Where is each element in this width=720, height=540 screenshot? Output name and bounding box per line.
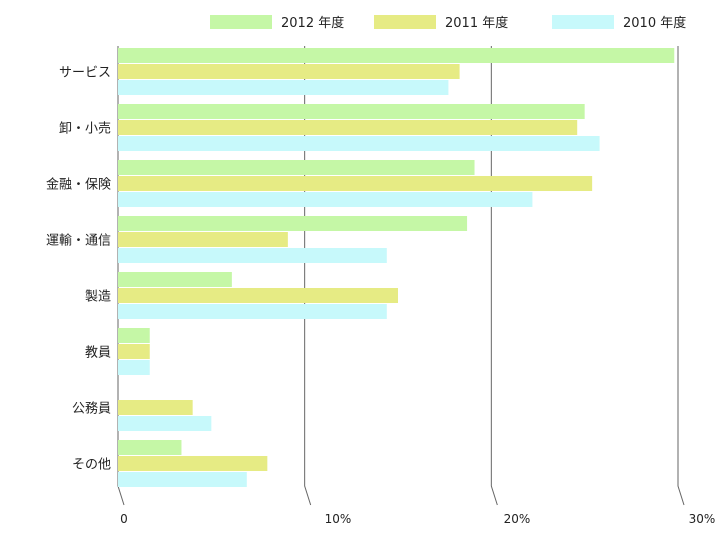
bar <box>118 440 182 455</box>
bar <box>118 272 232 287</box>
x-tick-label: 0 <box>120 512 128 526</box>
bar <box>118 192 533 207</box>
category-label: 教員 <box>85 345 111 361</box>
bar <box>118 288 398 303</box>
bar <box>118 232 288 247</box>
legend-swatch <box>552 15 614 29</box>
bar <box>118 104 585 119</box>
category-label: サービス <box>59 66 111 81</box>
bar <box>118 360 150 375</box>
bar <box>118 416 212 431</box>
bar <box>118 80 449 95</box>
x-tick-label: 10% <box>325 512 352 526</box>
bar <box>118 120 578 135</box>
category-label: 公務員 <box>72 402 111 417</box>
category-label: 金融・保険 <box>46 177 111 193</box>
bar <box>118 400 193 415</box>
gridline <box>677 46 685 506</box>
legend-swatch <box>374 15 436 29</box>
bar <box>118 456 268 471</box>
bar <box>118 304 387 319</box>
category-label: 卸・小売 <box>59 121 111 137</box>
bar <box>118 48 675 63</box>
bar <box>118 216 468 231</box>
legend-label: 2012 年度 <box>281 15 344 31</box>
x-tick-label: 20% <box>504 512 531 526</box>
category-label: 製造 <box>85 290 111 305</box>
category-label: その他 <box>72 458 111 473</box>
bar <box>118 248 387 263</box>
bar <box>118 472 247 487</box>
bar <box>118 344 150 359</box>
bar <box>118 160 475 175</box>
category-label: 運輸・通信 <box>46 234 111 249</box>
bar <box>118 176 593 191</box>
legend-swatch <box>210 15 272 29</box>
bar <box>118 328 150 343</box>
legend-label: 2010 年度 <box>623 15 686 31</box>
bar <box>118 136 600 151</box>
legend-label: 2011 年度 <box>445 15 508 31</box>
x-tick-label: 30% <box>689 512 716 526</box>
bar <box>118 64 460 79</box>
